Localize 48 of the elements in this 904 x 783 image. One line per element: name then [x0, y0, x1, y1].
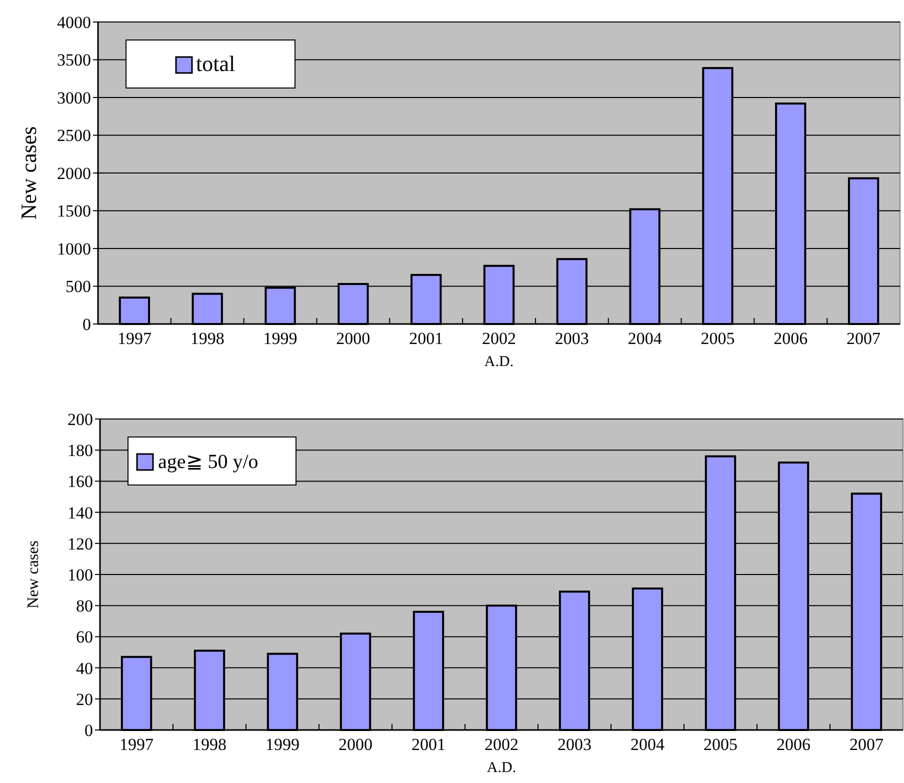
x-tick-label: 1999 — [266, 735, 300, 754]
y-tick-label: 0 — [82, 314, 91, 334]
y-tick-label: 180 — [68, 441, 93, 460]
x-tick-label: 1998 — [192, 735, 226, 754]
y-tick-label: 0 — [84, 720, 93, 740]
x-tick-label: 2005 — [700, 329, 735, 348]
y-tick-label: 4000 — [57, 12, 91, 32]
x-tick-label: 1997 — [117, 329, 152, 348]
x-tick-label: 2006 — [774, 329, 808, 348]
y-tick-label: 100 — [68, 565, 93, 584]
x-tick-label: 1997 — [120, 735, 154, 754]
x-tick-label: 2001 — [412, 735, 446, 754]
x-tick-label: 1999 — [263, 329, 298, 348]
y-tick-label: 1000 — [57, 239, 91, 258]
y-tick-label: 200 — [68, 410, 93, 429]
y-tick-label: 3500 — [57, 50, 91, 70]
y-axis-title: New cases — [25, 540, 42, 608]
x-tick-label: 2003 — [554, 329, 589, 348]
legend-label: total — [196, 51, 236, 76]
y-axis-title: New cases — [16, 126, 41, 220]
y-tick-label: 2000 — [57, 164, 91, 183]
y-tick-label: 3000 — [57, 88, 91, 108]
x-tick-label: 2000 — [336, 329, 370, 348]
x-tick-label: 2002 — [484, 735, 518, 754]
y-tick-label: 160 — [68, 472, 93, 492]
x-axis-title: A.D. — [486, 760, 516, 776]
x-tick-label: 2001 — [409, 329, 444, 348]
y-tick-label: 140 — [68, 503, 93, 522]
y-tick-label: 80 — [76, 596, 93, 616]
x-tick-label: 2005 — [704, 735, 738, 754]
x-axis-title: A.D. — [484, 354, 514, 370]
x-tick-label: 1998 — [190, 329, 224, 348]
x-tick-label: 2000 — [338, 735, 372, 754]
y-tick-label: 500 — [66, 277, 91, 296]
x-tick-label: 2004 — [630, 735, 665, 754]
x-tick-label: 2007 — [846, 329, 882, 348]
y-tick-label: 120 — [68, 534, 93, 554]
y-tick-label: 2500 — [57, 126, 91, 146]
legend-label: age≧ 50 y/o — [158, 451, 258, 473]
y-tick-label: 1500 — [57, 202, 91, 221]
x-tick-label: 2006 — [776, 735, 810, 754]
y-tick-label: 60 — [76, 628, 93, 647]
y-tick-label: 40 — [76, 658, 93, 678]
x-tick-label: 2002 — [482, 329, 516, 348]
x-tick-label: 2007 — [850, 735, 884, 754]
x-tick-label: 2004 — [628, 329, 662, 348]
x-tick-label: 2003 — [558, 735, 592, 754]
y-tick-label: 20 — [76, 690, 93, 709]
